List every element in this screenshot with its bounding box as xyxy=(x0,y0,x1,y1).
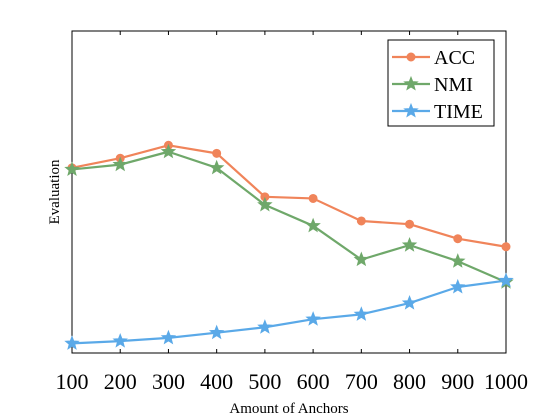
data-point-time xyxy=(498,272,514,288)
series-layer xyxy=(64,140,514,350)
legend-marker-time xyxy=(403,102,419,118)
series-line-acc xyxy=(71,144,507,248)
legend-entry-acc: ACC xyxy=(392,47,475,69)
data-point-time xyxy=(401,294,418,310)
x-tick-label: 100 xyxy=(56,369,89,394)
x-tick-label: 1000 xyxy=(484,369,528,394)
legend-entry-time: TIME xyxy=(392,101,483,123)
data-point-nmi xyxy=(64,161,80,177)
series-nmi xyxy=(64,143,514,289)
x-axis-tick-labels: 100 200 300 400 500 600 700 800 900 1000 xyxy=(56,369,529,394)
series-line-nmi xyxy=(71,150,507,284)
data-point-time xyxy=(112,332,128,348)
legend-marker-acc xyxy=(406,52,416,62)
y-axis-title: Evaluation xyxy=(47,159,63,224)
data-point-nmi xyxy=(353,251,370,267)
data-point-nmi xyxy=(208,159,225,175)
x-axis-ticks xyxy=(71,31,507,353)
series-line-time xyxy=(71,279,507,345)
x-tick-label: 700 xyxy=(345,369,378,394)
data-point-nmi xyxy=(160,143,177,159)
data-point-nmi xyxy=(305,217,321,233)
x-tick-label: 800 xyxy=(393,369,426,394)
data-point-nmi xyxy=(257,196,273,212)
x-tick-label: 400 xyxy=(200,369,233,394)
data-point-acc xyxy=(212,148,222,158)
data-point-nmi xyxy=(450,253,466,268)
data-point-acc xyxy=(405,219,415,229)
data-point-time xyxy=(64,335,80,350)
legend-entry-nmi: NMI xyxy=(392,74,473,96)
x-tick-label: 600 xyxy=(297,369,330,394)
x-tick-label: 200 xyxy=(104,369,137,394)
data-point-time xyxy=(257,319,273,334)
data-point-time xyxy=(450,278,466,294)
data-point-acc xyxy=(501,242,511,252)
plot-frame xyxy=(71,30,507,354)
series-time xyxy=(64,272,514,350)
data-point-time xyxy=(353,306,370,321)
legend: ACC NMI TIME xyxy=(387,39,495,127)
x-tick-label: 500 xyxy=(248,369,281,394)
data-point-nmi xyxy=(112,156,128,172)
legend-label-time: TIME xyxy=(434,101,483,123)
data-point-time xyxy=(160,329,177,345)
x-tick-label: 300 xyxy=(152,369,185,394)
series-acc xyxy=(67,140,511,252)
legend-marker-nmi xyxy=(403,75,419,91)
data-point-nmi xyxy=(401,237,418,252)
x-tick-label: 900 xyxy=(441,369,474,394)
legend-label-nmi: NMI xyxy=(434,74,473,96)
data-point-acc xyxy=(453,234,463,244)
legend-label-acc: ACC xyxy=(434,47,475,69)
data-point-acc xyxy=(356,216,366,226)
x-axis-title: Amount of Anchors xyxy=(229,401,348,417)
data-point-time xyxy=(305,311,321,326)
data-point-acc xyxy=(308,193,318,203)
data-point-time xyxy=(208,324,225,340)
